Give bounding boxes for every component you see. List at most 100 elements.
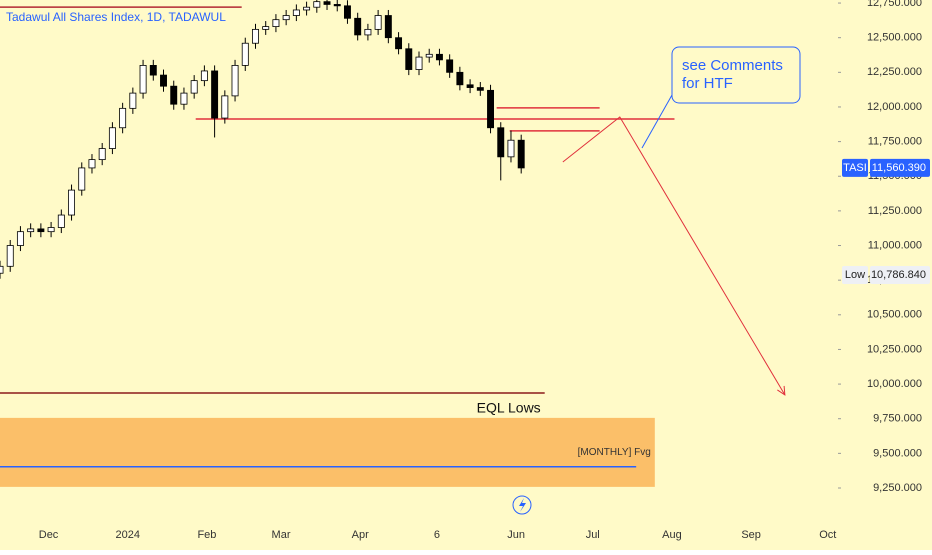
y-tick-label: 11,750.000 [868, 136, 922, 148]
y-tick-label: 9,500.000 [873, 447, 922, 459]
candle-body [262, 26, 270, 30]
y-tick-label: 9,250.000 [873, 482, 922, 494]
candle-body [0, 265, 4, 274]
price-tag-name: TASI [843, 162, 867, 174]
candle-body [425, 53, 433, 58]
x-tick-label: Mar [272, 529, 291, 541]
candle-body [129, 92, 137, 109]
candle-body [466, 84, 474, 88]
candle-body [57, 214, 65, 228]
y-tick-label: 10,250.000 [867, 343, 922, 355]
candle-body [47, 227, 55, 233]
candle-body [6, 245, 14, 267]
candle-body [476, 87, 484, 91]
candle-body [435, 53, 443, 61]
x-tick-label: Jun [507, 529, 525, 541]
candle-body [374, 15, 382, 30]
price-tag-value-box [870, 158, 930, 177]
x-tick-label: Dec [39, 529, 59, 541]
candle-body [200, 70, 208, 82]
y-tick-label: 12,000.000 [867, 101, 922, 113]
candle-body [405, 48, 413, 70]
y-tick-label: 10,000.000 [867, 378, 922, 390]
candle-body [211, 70, 219, 119]
candle-body [16, 231, 24, 246]
candle-body [456, 71, 464, 86]
y-tick-label: 11,000.000 [868, 239, 922, 251]
fvg-label: [MONTHLY] Fvg [578, 447, 651, 458]
callout-text: for HTF [682, 75, 733, 92]
y-tick-label: 12,750.000 [867, 0, 922, 9]
candle-body [303, 6, 311, 11]
low-tag-name: Low [845, 269, 865, 281]
fvg-zone [0, 417, 655, 487]
event-icon[interactable] [512, 495, 532, 515]
low-tag-value-box [870, 266, 930, 285]
y-tick-label: 12,250.000 [867, 66, 922, 78]
candle-body [446, 59, 454, 73]
y-tick-label: 9,750.000 [873, 413, 922, 425]
candle-body [119, 107, 127, 129]
low-tag-name-box [842, 266, 868, 285]
candle-body [415, 56, 423, 70]
candle-body [139, 64, 147, 94]
candle-body [517, 139, 525, 169]
projection-path [562, 116, 786, 396]
candle-body [108, 127, 116, 149]
axes: 9,250.000 9,500.000 9,750.000 10,000.000 10,… [39, 0, 930, 541]
x-tick-label: Sep [741, 529, 761, 541]
plot-area: [MONTHLY] Fvg EQL Lows [0, 0, 786, 487]
x-tick-label: Oct [819, 529, 836, 541]
candle-body [487, 89, 495, 129]
candle-body [98, 148, 106, 161]
x-tick-label: Aug [662, 529, 682, 541]
x-tick-label: 6 [434, 529, 440, 541]
eql-label: EQL Lows [477, 400, 541, 416]
price-tag-name-box [842, 158, 868, 177]
projection-arrowhead [777, 385, 786, 396]
candle-body [323, 1, 331, 5]
candle-body [78, 167, 86, 191]
candle-body [170, 85, 178, 105]
callout-pointer [641, 94, 673, 149]
candle-body [190, 80, 198, 94]
low-tag-value: 10,786.840 [871, 269, 926, 281]
y-tick-label: 11,250.000 [868, 205, 922, 217]
candle-body [160, 74, 167, 87]
candle-body [37, 228, 45, 233]
candle-body [384, 15, 392, 39]
x-tick-label: Apr [352, 529, 369, 541]
y-tick-label: 12,500.000 [867, 32, 922, 44]
candle-body [354, 17, 362, 36]
candle-body [497, 127, 505, 158]
event-icon-bolt [519, 498, 526, 512]
candle-body [282, 15, 290, 21]
y-tick-label: 10,500.000 [867, 309, 922, 321]
x-tick-label: Feb [197, 529, 216, 541]
candle-body [88, 159, 96, 169]
candle-body [292, 9, 300, 16]
x-tick-label: 2024 [116, 529, 140, 541]
candle-body [395, 37, 403, 50]
callout-text: see Comments [682, 57, 783, 74]
price-tag-value: 11,560.390 [872, 162, 926, 174]
candle-body [241, 42, 249, 66]
candle-body [313, 1, 321, 8]
candle-body [27, 228, 35, 233]
chart-title: Tadawul All Shares Index, 1D, TADAWUL [6, 10, 226, 24]
candle-body [507, 139, 515, 158]
candle-body [221, 95, 229, 119]
candle-body [252, 28, 259, 44]
candle-body [333, 4, 341, 7]
candle-body [180, 92, 188, 105]
candle-body [149, 64, 157, 76]
candle-body [364, 28, 372, 36]
candle-body [343, 5, 351, 19]
callout-box [671, 46, 801, 104]
candle-body [272, 19, 280, 28]
candle-body [231, 64, 239, 97]
candle-body [68, 189, 76, 216]
x-tick-label: Jul [586, 529, 600, 541]
